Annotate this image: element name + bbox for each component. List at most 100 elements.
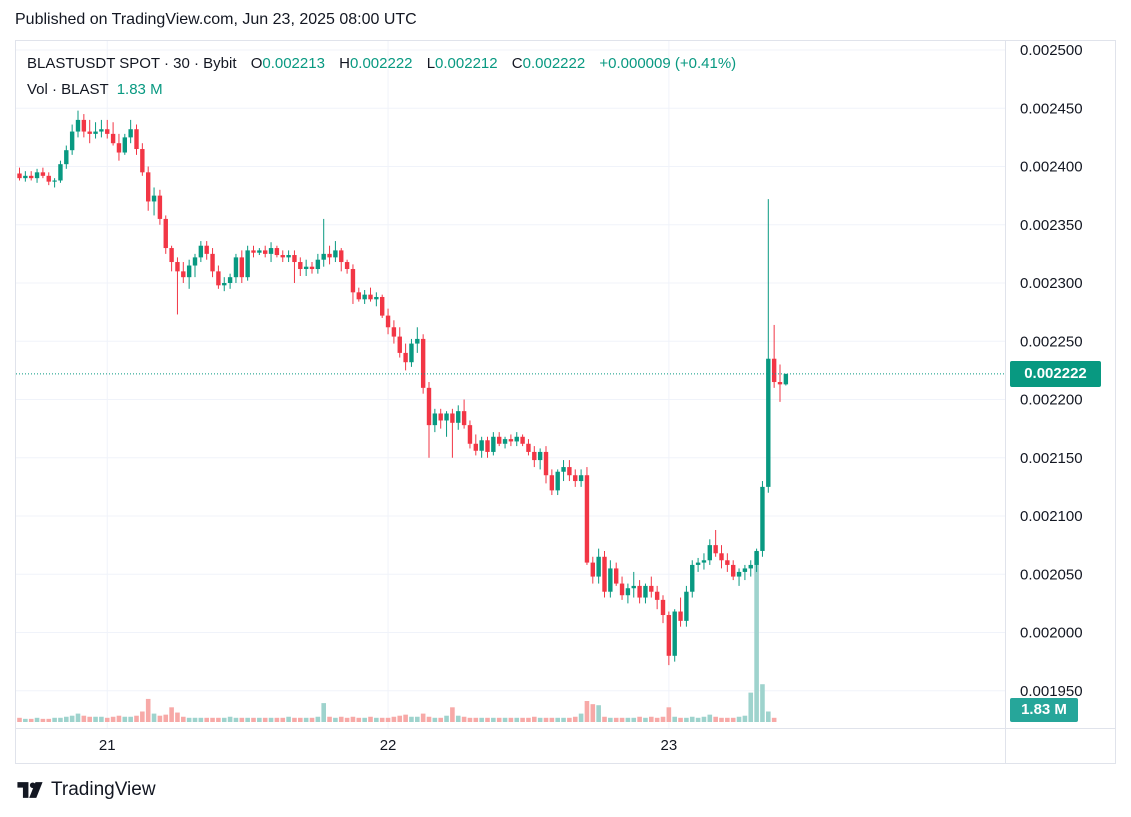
candle-body [128,129,133,138]
candle-body [134,129,139,150]
volume-bar [186,717,192,722]
time-tick-label: 22 [380,737,397,754]
volume-bar [23,718,28,722]
candle [450,408,455,458]
volume-legend: Vol · BLAST 1.83 M [27,81,163,98]
volume-bar [75,713,81,722]
candle-body [420,338,426,388]
candle [105,119,110,139]
volume-bar [239,717,245,722]
time-tick-label: 21 [99,737,116,754]
candle-body [649,585,654,592]
volume-bar [34,717,40,722]
volume-bar [140,711,145,722]
candle [29,171,34,181]
volume-bar [257,717,262,722]
candle-body [333,250,338,258]
candle [327,245,332,265]
candle-body [46,175,51,182]
volume-bar [116,715,122,722]
candle [163,215,168,254]
candle [362,289,367,304]
candle [251,245,256,258]
volume-bar [251,717,256,722]
volume-bar [766,711,771,722]
candle [766,199,771,493]
volume-bar [403,714,408,722]
candle [186,259,192,289]
volume-bar [561,717,566,722]
candle-body [584,475,590,563]
candle [239,250,244,283]
volume-label[interactable]: Vol · BLAST [27,81,109,98]
candle [374,292,379,307]
volume-bar [104,717,110,722]
candle [99,119,104,138]
volume-bar [385,717,391,722]
volume-bar [58,717,63,722]
candle [227,273,233,289]
candle-body [368,294,373,300]
candle [110,122,116,146]
price-tick-label: 0.002100 [1020,508,1083,525]
volume-bar [467,717,473,722]
candle-body [508,439,514,442]
volume-bar [344,717,350,722]
candle-body [99,129,104,132]
candle-body [321,253,326,260]
candle [649,576,654,598]
candle [75,110,81,138]
volume-bar [613,717,619,722]
volume-bars [17,552,777,722]
volume-bar [719,717,724,722]
candle [537,448,543,470]
price-tick-label: 0.002450 [1020,100,1083,117]
volume-bar [64,716,69,722]
volume-bar [684,717,689,722]
candle [578,469,584,487]
volume-value: 1.83 M [116,81,163,98]
candle-body [432,413,438,426]
tradingview-brand[interactable]: TradingView [15,779,156,801]
volume-bar [93,716,98,722]
candle-body [87,131,92,134]
candle-body [520,436,525,444]
volume-bar [760,684,765,722]
candle [116,133,122,161]
volume-bar [602,716,607,722]
high-value: 0.002222 [349,55,413,72]
candle [497,432,502,447]
volume-bar [637,716,642,722]
candle [420,334,426,394]
volume-bar [204,717,209,722]
candle-body [216,271,221,286]
symbol-label[interactable]: BLASTUSDT SPOT · 30 · Bybit [27,55,237,72]
candle [303,259,309,277]
candle [286,250,291,263]
candle [456,405,461,430]
candle-body [198,245,204,258]
candle-body [473,443,478,451]
candle-body [619,583,625,596]
candle [46,172,51,186]
time-tick-label: 23 [661,737,678,754]
candle [157,189,163,225]
candle [64,145,69,169]
volume-bar [479,717,484,722]
candle-body [771,358,777,383]
candle-body [380,296,385,316]
candle-body [514,436,519,442]
volume-bar [362,717,367,722]
price-tick-label: 0.002050 [1020,566,1083,583]
candle-body [502,439,508,444]
volume-bar [245,717,250,722]
candle-body [397,336,402,353]
volume-bar [590,704,596,722]
candle-body [497,436,502,444]
candle [713,529,718,557]
volume-bar [333,717,338,722]
candle [409,338,414,367]
candle-body [637,585,642,598]
volume-bar [415,716,420,722]
